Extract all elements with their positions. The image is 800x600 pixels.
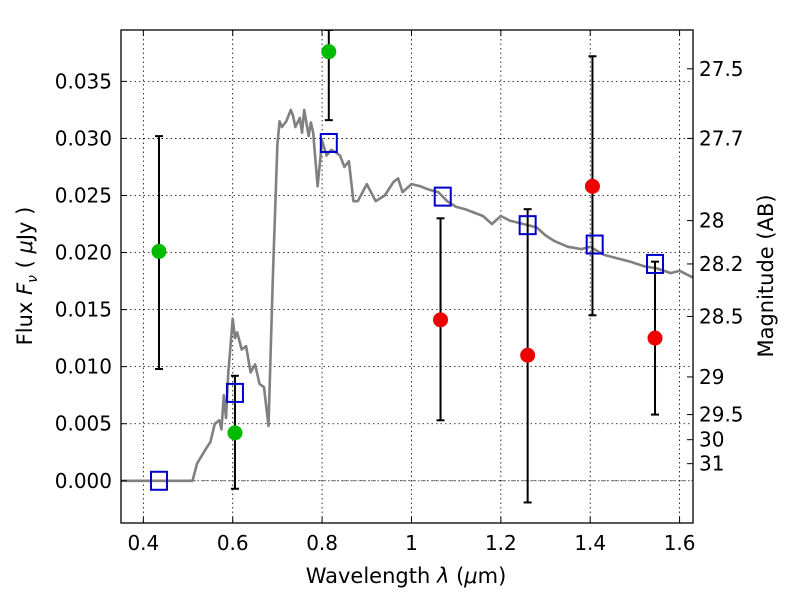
red-data-point	[520, 347, 536, 363]
y2-tick-label: 28	[699, 209, 724, 233]
red-data-point	[584, 178, 600, 194]
y-tick-label: 0.030	[55, 126, 112, 150]
y2-tick-label: 29.5	[699, 403, 744, 427]
red-data-point	[647, 330, 663, 346]
y2-tick-label: 27.7	[699, 126, 744, 150]
model-photometry-square	[433, 186, 452, 207]
x-axis-label: Wavelength λ (μm)	[306, 564, 507, 588]
green-data-point	[227, 425, 243, 441]
x-tick-label: 0.6	[217, 531, 249, 555]
model-photometry-square	[149, 470, 168, 491]
y2-tick-label: 27.5	[699, 57, 744, 81]
x-tick-label: 1.4	[574, 531, 606, 555]
x-tick-label: 0.4	[127, 531, 159, 555]
plot-frame	[120, 29, 694, 524]
y2-tick-label: 29	[699, 365, 724, 389]
model-spectrum-line	[121, 108, 693, 483]
model-photometry-square	[225, 382, 244, 403]
y2-tick-label: 28.2	[699, 252, 744, 276]
y2-axis-label: Magnitude (AB)	[754, 194, 778, 357]
x-tick-label: 1.2	[485, 531, 517, 555]
y-tick-label: 0.005	[55, 412, 112, 436]
y-axis-label: Flux Fν ( μJy )	[13, 207, 41, 346]
y-tick-label: 0.020	[55, 241, 112, 265]
model-photometry-square	[518, 215, 537, 236]
y2-tick-label: 31	[699, 452, 724, 476]
x-tick-label: 0.8	[306, 531, 338, 555]
y2-tick-label: 28.5	[699, 304, 744, 328]
y2-tick-label: 30	[699, 428, 724, 452]
y-tick-label: 0.010	[55, 355, 112, 379]
y-tick-label: 0.015	[55, 298, 112, 322]
green-data-point	[151, 243, 167, 259]
x-tick-label: 1.6	[664, 531, 696, 555]
ticks: 0.4 0.6 0.8 1 1.2 1.4 1.6 0.000 0.005 0.010 0.015 0…	[55, 30, 744, 555]
data-points	[149, 44, 665, 491]
red-data-point	[433, 312, 449, 328]
model-photometry-square	[319, 132, 338, 153]
model-spectrum-layer	[121, 108, 693, 483]
model-photometry-square	[585, 234, 604, 255]
y-tick-label: 0.025	[55, 183, 112, 207]
model-photometry-square	[646, 253, 665, 274]
y-tick-label: 0.035	[55, 69, 112, 93]
y-tick-label: 0.000	[55, 469, 112, 493]
x-tick-label: 1	[405, 531, 418, 555]
green-data-point	[321, 44, 337, 60]
